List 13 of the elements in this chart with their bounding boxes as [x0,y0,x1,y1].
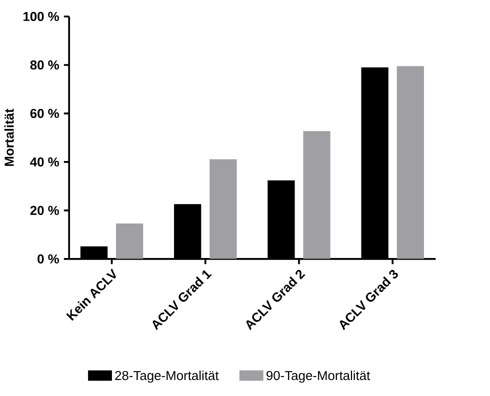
bar [210,159,237,260]
legend-label: 90-Tage-Mortalität [266,370,370,383]
y-tick-label: 20 % [30,206,59,216]
bar [116,224,144,260]
y-tick-label: 80 % [30,60,59,70]
y-tick-label: 60 % [30,109,59,118]
y-tick-label: 40 % [30,158,59,167]
y-tick-label: 0 % [38,254,59,264]
bar [303,131,330,260]
y-tick-label: 100 % [24,12,59,22]
y-axis-title: Mortalität [4,108,14,166]
bar [396,66,424,260]
legend-label: 28-Tage-Mortalität [115,370,219,383]
